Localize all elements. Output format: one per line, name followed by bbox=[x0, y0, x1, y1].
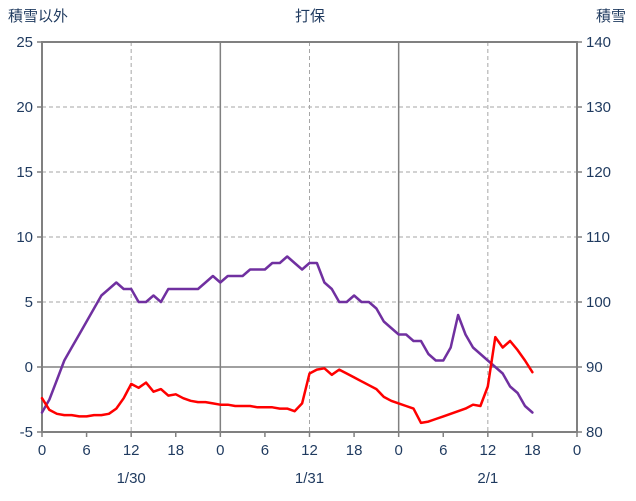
x-tick-label: 0 bbox=[38, 442, 46, 459]
x-date-label: 2/1 bbox=[477, 470, 498, 487]
y-left-tick-label: 15 bbox=[16, 164, 33, 181]
y-left-tick-label: -5 bbox=[20, 424, 33, 441]
x-tick-label: 6 bbox=[439, 442, 447, 459]
chart-title: 打保 bbox=[294, 8, 326, 25]
y-left-tick-label: 10 bbox=[16, 229, 33, 246]
x-tick-label: 6 bbox=[82, 442, 90, 459]
x-tick-label: 6 bbox=[261, 442, 269, 459]
x-date-label: 1/30 bbox=[117, 470, 146, 487]
y-right-tick-label: 130 bbox=[586, 99, 611, 116]
y-right-tick-label: 100 bbox=[586, 294, 611, 311]
y-right-tick-label: 80 bbox=[586, 424, 603, 441]
y-right-tick-label: 140 bbox=[586, 34, 611, 51]
x-tick-label: 12 bbox=[123, 442, 140, 459]
series-purple-line bbox=[40, 255, 534, 414]
y-right-tick-label: 90 bbox=[586, 359, 603, 376]
left-axis-title: 積雪以外 bbox=[8, 8, 69, 25]
x-date-label: 1/31 bbox=[295, 470, 324, 487]
x-tick-label: 18 bbox=[167, 442, 184, 459]
right-axis-title: 積雪 bbox=[595, 8, 626, 25]
y-right-tick-label: 120 bbox=[586, 164, 611, 181]
x-tick-label: 18 bbox=[346, 442, 363, 459]
series-red-line bbox=[40, 335, 534, 425]
x-tick-label: 0 bbox=[573, 442, 581, 459]
y-right-tick-label: 110 bbox=[586, 229, 610, 246]
x-tick-label: 12 bbox=[479, 442, 496, 459]
x-tick-label: 0 bbox=[216, 442, 224, 459]
x-tick-label: 0 bbox=[394, 442, 402, 459]
x-tick-label: 18 bbox=[524, 442, 541, 459]
y-left-tick-label: 20 bbox=[16, 99, 33, 116]
y-left-tick-label: 25 bbox=[16, 34, 33, 51]
y-left-tick-label: 5 bbox=[25, 294, 33, 311]
y-left-tick-label: 0 bbox=[25, 359, 33, 376]
x-tick-label: 12 bbox=[301, 442, 318, 459]
